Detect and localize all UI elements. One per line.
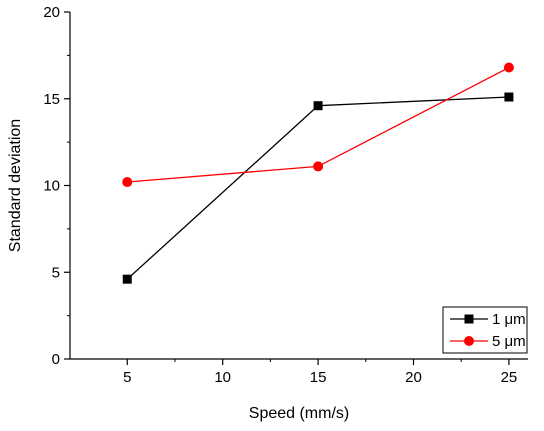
y-tick-label: 5 [52,264,60,281]
legend-marker [464,314,474,324]
legend-box [442,306,528,354]
y-axis-title: Standard deviation [7,119,24,252]
x-tick-label: 25 [501,369,518,386]
x-ticks: 5 10 15 20 25 [123,359,517,386]
data-point [313,161,324,172]
x-tick-label: 15 [310,369,327,386]
series-line [126,96,509,280]
data-point [504,92,514,102]
y-tick-label: 20 [43,4,60,21]
data-point [503,62,514,73]
legend-marker [464,336,474,346]
series-layer [122,62,514,284]
y-tick-label: 15 [43,91,60,108]
series-1 [122,92,514,284]
data-point [313,101,323,111]
legend-label: 5 μm [492,333,526,350]
x-tick-label: 10 [214,369,231,386]
legend: 1 μm 5 μm [442,306,528,354]
legend-label: 1 μm [492,311,526,328]
y-tick-label: 10 [43,178,60,195]
series-2 [122,62,514,188]
y-ticks: 0 5 10 15 20 [43,4,70,368]
x-tick-label: 20 [405,369,422,386]
y-tick-label: 0 [52,351,60,368]
x-tick-label: 5 [123,369,131,386]
data-point [122,177,133,188]
x-axis-title: Speed (mm/s) [249,405,349,422]
data-point [122,274,132,284]
